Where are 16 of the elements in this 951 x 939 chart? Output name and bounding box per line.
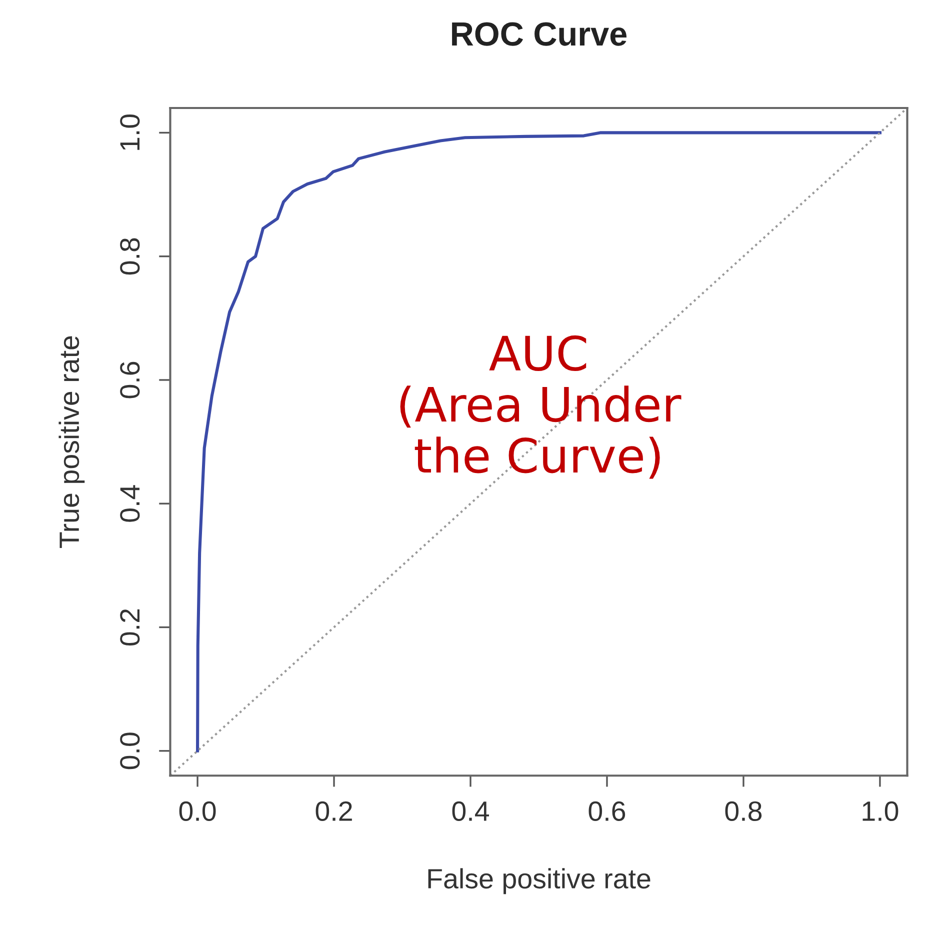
y-tick-label: 0.4 [120, 485, 140, 522]
x-tick-label: 1.0 [862, 801, 898, 822]
x-axis-title: False positive rate [428, 868, 650, 894]
x-tick-label: 0.8 [725, 801, 762, 822]
y-tick-label: 0.8 [120, 238, 140, 275]
y-tick-label: 0.6 [120, 362, 140, 398]
y-axis-title: True positive rate [58, 336, 85, 548]
y-tick-label: 0.0 [120, 732, 140, 770]
annotation: AUC (Area Under the Curve) [400, 335, 682, 479]
y-tick-label: 1.0 [120, 114, 140, 150]
x-tick-label: 0.4 [452, 801, 489, 822]
chart-title: ROC Curve [452, 22, 627, 46]
x-tick-label: 0.6 [588, 801, 626, 822]
y-tick-label: 0.2 [120, 609, 140, 646]
x-tick-label: 0.2 [316, 801, 352, 822]
x-tick-label: 0.0 [179, 801, 216, 822]
